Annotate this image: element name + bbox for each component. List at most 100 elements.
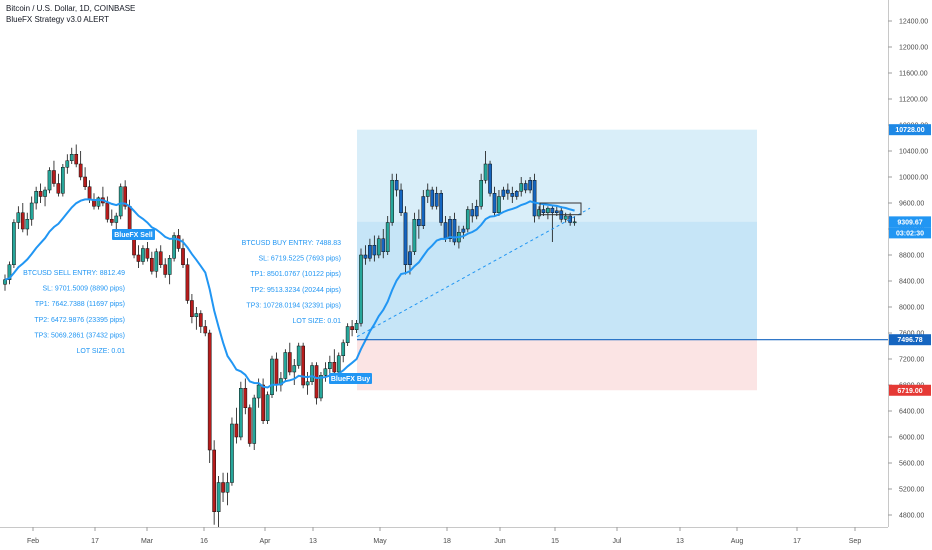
buy-strategy-line: TP2: 9513.3234 (20244 pips) — [250, 287, 341, 294]
candle-body — [523, 183, 528, 191]
candle-body — [118, 186, 123, 217]
candle-body — [443, 222, 448, 239]
time-tick-label: Jun — [494, 538, 505, 545]
price-tick-label: 10000.00 — [899, 175, 928, 182]
bar-countdown-tag: 03:02:30 — [896, 230, 924, 237]
time-tick-label: Feb — [27, 538, 39, 545]
candle-body — [323, 368, 328, 376]
time-tick-label: Aug — [731, 538, 744, 545]
candle-body — [479, 180, 483, 207]
candle-body — [96, 197, 101, 207]
candle-body — [425, 189, 430, 197]
price-tick-label: 6400.00 — [899, 409, 924, 416]
price-tick-label: 8400.00 — [899, 279, 924, 286]
candle-body — [198, 313, 203, 327]
candle-body — [394, 180, 399, 191]
tp3-price-tag-bg — [889, 124, 931, 136]
candle-body — [341, 342, 346, 356]
candle-body — [114, 215, 119, 223]
candle-body — [359, 254, 363, 324]
candle-body — [78, 163, 83, 178]
time-tick-label: Apr — [260, 538, 272, 545]
candle-body — [474, 206, 479, 217]
candle-body — [154, 251, 159, 272]
sell-signal-badge — [112, 229, 155, 240]
price-tick-label: 8800.00 — [899, 253, 924, 260]
candle-body — [470, 209, 475, 217]
candle-body — [239, 388, 243, 438]
stop-price-tag: 6719.00 — [897, 388, 922, 395]
time-tick-label: Mar — [141, 538, 154, 545]
candle-body — [83, 176, 87, 187]
candle-body — [332, 362, 337, 373]
price-tick-label: 7200.00 — [899, 357, 924, 364]
candle-body — [172, 235, 176, 259]
candle-body — [403, 212, 408, 265]
sell-signal-text: BlueFX Sell — [114, 232, 153, 239]
candle-body — [87, 186, 92, 200]
candle-body — [109, 219, 114, 223]
candle-body — [563, 215, 568, 220]
chart-title: Bitcoin / U.S. Dollar, 1D, COINBASE — [6, 4, 136, 13]
candle-body — [381, 238, 386, 252]
candle-body — [167, 258, 172, 275]
candle-body — [345, 326, 350, 343]
candle-body — [354, 323, 359, 330]
price-tick-label: 8000.00 — [899, 305, 924, 312]
price-tick-label: 12000.00 — [899, 45, 928, 52]
candle-body — [514, 191, 519, 197]
candle-body — [519, 183, 524, 192]
candle-body — [123, 186, 128, 207]
time-tick-label: May — [373, 538, 387, 545]
candle-body — [492, 193, 497, 213]
time-tick-label: 17 — [91, 538, 99, 545]
candle-body — [408, 251, 412, 265]
candle-body — [483, 163, 488, 181]
sell-strategy-line: LOT SIZE: 0.01 — [76, 348, 125, 355]
sell-strategy-line: TP3: 5069.2861 (37432 pips) — [34, 332, 125, 339]
candle-body — [439, 193, 443, 223]
price-tick-label: 10400.00 — [899, 149, 928, 156]
candle-body — [412, 219, 417, 252]
candle-body — [34, 191, 38, 204]
candle-body — [283, 352, 288, 379]
sell-strategy-line: BTCUSD SELL ENTRY: 8812.49 — [23, 270, 125, 277]
time-tick-label: 15 — [551, 538, 559, 545]
sell-strategy-line: SL: 9701.5009 (8890 pips) — [42, 286, 125, 293]
candle-body — [16, 212, 21, 223]
entry-price-tag-bg — [889, 334, 931, 346]
candle-body — [350, 326, 354, 330]
time-tick-label: Jul — [613, 538, 622, 545]
candle-body — [305, 381, 310, 386]
candle-body — [274, 358, 279, 386]
current-price-tag: 9309.67 — [897, 219, 922, 226]
price-tick-label: 6000.00 — [899, 435, 924, 442]
candle-body — [399, 189, 403, 213]
candle-body — [127, 206, 132, 233]
candle-body — [247, 407, 252, 444]
candle-body — [230, 423, 234, 483]
candle-body — [465, 209, 470, 230]
candle-body — [74, 154, 79, 165]
stop-price-tag-bg — [889, 384, 931, 396]
price-tick-label: 12400.00 — [899, 19, 928, 26]
candle-body — [207, 332, 212, 451]
candle-body — [296, 345, 301, 366]
candle-body — [421, 196, 426, 226]
candle-body — [546, 207, 550, 213]
candle-body — [221, 482, 225, 493]
candle-body — [497, 196, 501, 213]
candle-body — [181, 248, 185, 265]
candle-body — [532, 180, 537, 217]
candle-body — [506, 189, 510, 194]
price-tick-label: 11200.00 — [899, 97, 928, 104]
candle-body — [568, 215, 572, 223]
tp3-price-tag: 10728.00 — [895, 127, 924, 134]
candle-body — [150, 258, 154, 272]
candle-body — [252, 397, 257, 444]
candle-body — [328, 362, 332, 369]
candle-body — [287, 352, 292, 373]
buy-signal-badge — [329, 373, 372, 384]
candle-body — [372, 245, 377, 256]
